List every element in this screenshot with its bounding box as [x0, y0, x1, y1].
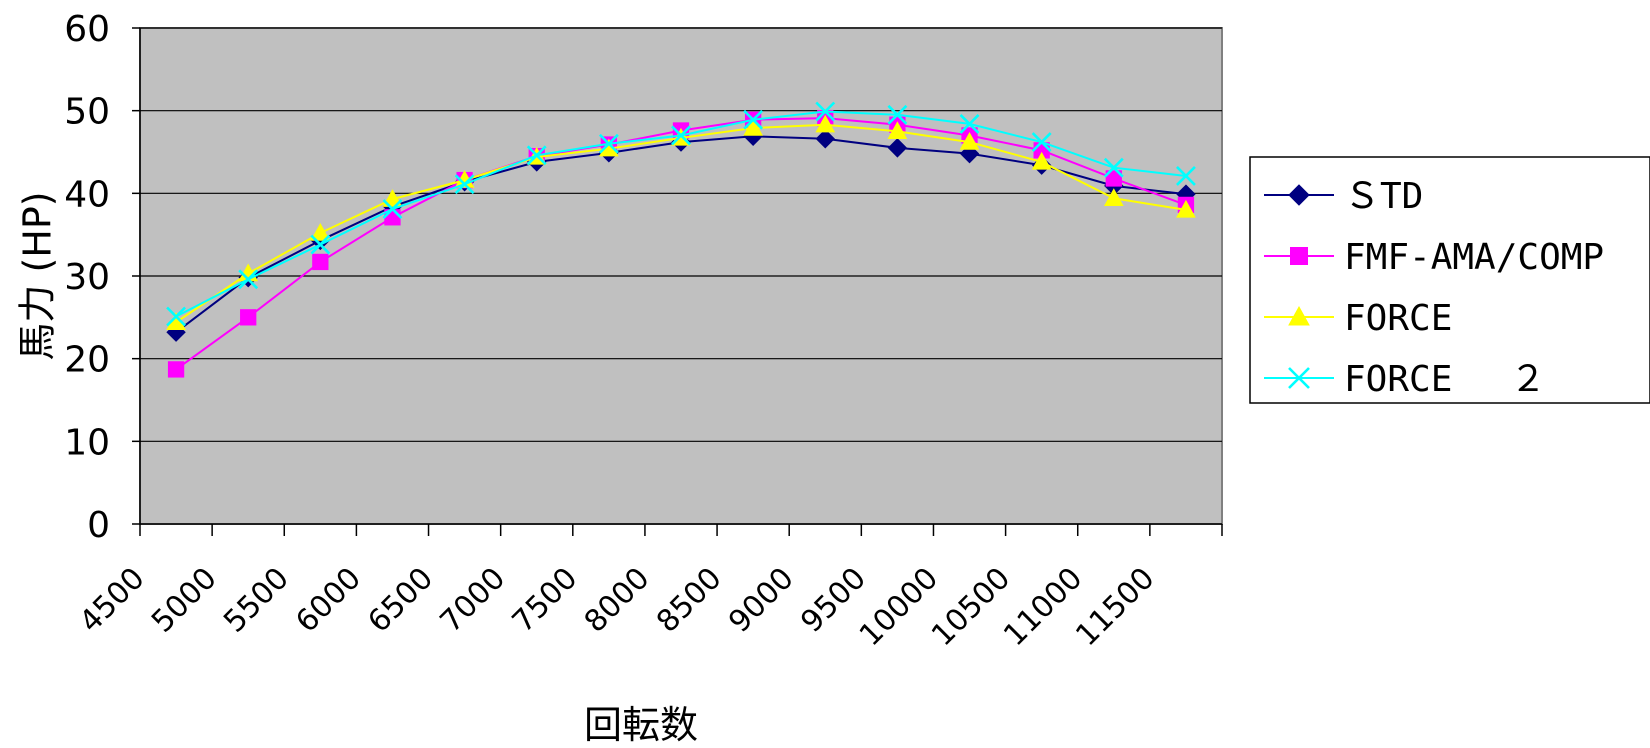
legend-label: FORCE [1344, 298, 1452, 339]
legend: ＳTD FMF-AMA/COMP FORCE FORCE ２ [1249, 156, 1650, 404]
data-point [382, 189, 403, 207]
data-point [959, 132, 980, 150]
legend-marker [1290, 247, 1308, 265]
legend-label: FMF-AMA/COMP [1344, 237, 1604, 278]
data-point [167, 361, 185, 378]
x-tick-label: 10500 [925, 561, 1017, 653]
data-point [815, 114, 836, 133]
y-tick-label: 20 [64, 340, 110, 381]
data-point [1105, 170, 1122, 187]
y-tick-label: 10 [64, 422, 110, 463]
x-tick-label: 4500 [73, 561, 152, 640]
data-point [454, 174, 475, 195]
legend-item: FORCE ２ [1264, 359, 1546, 400]
y-tick-label: 50 [64, 92, 110, 133]
series-3 [166, 114, 1196, 330]
data-point [743, 117, 763, 136]
y-tick-label: 0 [87, 505, 110, 546]
x-tick-label: 7500 [506, 561, 585, 640]
gridlines [140, 27, 1222, 442]
y-tick-label: 30 [64, 257, 110, 298]
data-point [240, 309, 257, 326]
data-point [166, 306, 186, 327]
data-point [1176, 199, 1196, 218]
y-tick-label: 60 [64, 9, 110, 50]
legend-box [1249, 156, 1650, 404]
x-tick-label: 10000 [853, 561, 945, 653]
data-point [238, 269, 259, 290]
data-point [1103, 157, 1124, 178]
data-point [1176, 166, 1196, 186]
data-point [310, 222, 331, 241]
series-layer [166, 101, 1196, 378]
legend-label: ＳTD [1344, 176, 1423, 217]
y-tick-label: 40 [64, 174, 110, 215]
data-point [743, 109, 764, 130]
x-tick-label: 6500 [361, 561, 440, 640]
x-tick-label: 8500 [650, 561, 729, 640]
x-tick-label: 11500 [1069, 561, 1161, 653]
data-point [815, 129, 835, 149]
y-axis-title: 馬力 (HP) [16, 191, 60, 360]
series-4 [166, 101, 1196, 327]
x-tick-label: 7000 [434, 561, 513, 640]
x-tick-label: 5000 [145, 561, 224, 640]
data-point [382, 199, 403, 219]
data-point [1103, 188, 1124, 206]
x-tick-label: 6000 [289, 561, 368, 640]
legend-item: FORCE [1264, 298, 1452, 339]
legend-item: FMF-AMA/COMP [1264, 237, 1604, 278]
x-axis-ticks: 4500500055006000650070007500800085009000… [73, 524, 1223, 653]
legend-label: FORCE ２ [1344, 359, 1546, 400]
x-tick-label: 9000 [722, 561, 801, 640]
legend-marker [1288, 184, 1310, 206]
legend-marker [1288, 305, 1310, 326]
data-point [959, 113, 980, 134]
legend-marker [1288, 367, 1310, 389]
x-tick-label: 11000 [997, 561, 1089, 653]
data-point [1031, 132, 1052, 152]
x-axis-title: 回転数 [584, 703, 698, 747]
data-point [887, 104, 908, 125]
data-point [526, 145, 547, 166]
y-axis-ticks: 0 10 20 30 40 50 60 [64, 9, 140, 546]
data-point [1031, 151, 1052, 170]
data-point [310, 234, 331, 255]
x-tick-label: 5500 [217, 561, 296, 640]
data-point [312, 253, 329, 271]
data-point [671, 125, 691, 146]
data-point [887, 121, 908, 140]
x-tick-label: 8000 [578, 561, 657, 640]
data-point [887, 138, 908, 158]
legend-item: ＳTD [1264, 176, 1423, 217]
data-point [815, 101, 836, 122]
data-point [598, 133, 619, 154]
